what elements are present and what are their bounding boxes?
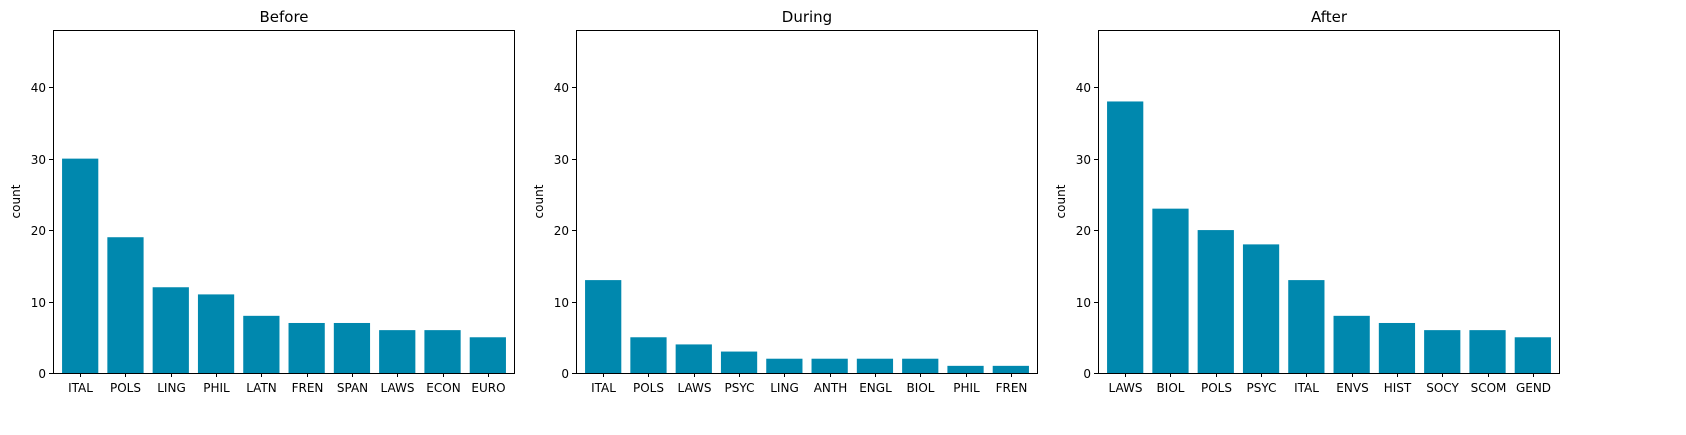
bar-laws — [1107, 101, 1144, 374]
bar-pols — [107, 237, 144, 373]
bar-anth — [811, 358, 848, 373]
x-tick-label: FREN — [996, 381, 1028, 395]
bar-envs — [1333, 315, 1370, 373]
x-tick-label: SPAN — [337, 381, 368, 395]
bar-span — [333, 322, 371, 373]
x-tick-label: SCOM — [1471, 381, 1507, 395]
y-tick-label: 40 — [1076, 81, 1091, 95]
bar-socy — [1424, 330, 1461, 374]
y-tick-label: 0 — [1083, 367, 1091, 381]
y-tick-label: 40 — [31, 81, 46, 95]
y-tick-label: 0 — [38, 367, 46, 381]
bar-gend — [1514, 337, 1551, 373]
y-axis-label: count — [9, 184, 23, 218]
bar-biol — [1152, 208, 1189, 373]
y-tick-label: 40 — [554, 81, 569, 95]
bar-hist — [1378, 322, 1416, 373]
x-tick-label: LAWS — [678, 381, 712, 395]
x-tick-label: POLS — [633, 381, 664, 395]
bar-latn — [243, 315, 280, 373]
bar-ling — [152, 287, 189, 373]
chart-panel-1: 0 10 20 30 40 ITAL POLS LING PHIL LATN FREN SPAN LAW… — [9, 8, 515, 395]
y-axis-label: count — [1054, 184, 1068, 218]
bar-psyc — [720, 351, 758, 373]
bar-laws — [675, 344, 712, 373]
chart-panel-3: 0 10 20 30 40 LAWS BIOL POLS PSYC ITAL ENVS HIST SOC… — [1054, 8, 1560, 395]
bar-pols — [1197, 230, 1234, 373]
y-tick-label: 10 — [1076, 296, 1091, 310]
x-tick-label: LAWS — [381, 381, 415, 395]
bar-laws — [379, 330, 416, 374]
axes-frame — [1098, 30, 1560, 374]
y-tick-label: 10 — [554, 296, 569, 310]
bar-biol — [902, 358, 939, 373]
bar-euro — [469, 337, 506, 373]
bar-ital — [585, 280, 622, 373]
x-tick-label: BIOL — [907, 381, 935, 395]
x-tick-label: ANTH — [814, 381, 848, 395]
x-tick-label: HIST — [1384, 381, 1412, 395]
bar-scom — [1469, 330, 1506, 374]
y-tick-label: 30 — [1076, 153, 1091, 167]
x-tick-label: ENGL — [859, 381, 892, 395]
y-tick-label: 30 — [31, 153, 46, 167]
y-axis-label: count — [532, 184, 546, 218]
y-tick-label: 20 — [1076, 224, 1091, 238]
bar-phil — [197, 294, 235, 373]
x-tick-label: ITAL — [1294, 381, 1319, 395]
bar-pols — [630, 337, 667, 373]
chart-title: After — [1311, 8, 1348, 26]
bar-econ — [424, 330, 461, 374]
x-tick-label: SOCY — [1426, 381, 1459, 395]
x-tick-label: PHIL — [203, 381, 230, 395]
x-tick-label: EURO — [471, 381, 505, 395]
y-tick-label: 10 — [31, 296, 46, 310]
x-tick-label: POLS — [110, 381, 141, 395]
y-tick-label: 0 — [561, 367, 569, 381]
x-tick-label: PSYC — [1247, 381, 1277, 395]
x-tick-label: PHIL — [953, 381, 980, 395]
x-tick-label: BIOL — [1157, 381, 1185, 395]
axes-frame — [576, 30, 1038, 374]
bar-phil — [947, 365, 984, 373]
bar-fren — [288, 322, 325, 373]
bar-ital — [1288, 280, 1325, 373]
x-tick-label: ITAL — [68, 381, 93, 395]
x-tick-label: ENVS — [1336, 381, 1368, 395]
chart-title: Before — [259, 8, 308, 26]
bar-ling — [766, 358, 803, 373]
y-tick-label: 20 — [554, 224, 569, 238]
y-tick-label: 20 — [31, 224, 46, 238]
x-tick-label: ECON — [426, 381, 460, 395]
chart-panel-2: 0 10 20 30 40 ITAL POLS LAWS PSYC LING ANTH ENGL BIO… — [532, 8, 1038, 395]
x-tick-label: LAWS — [1109, 381, 1143, 395]
x-tick-label: POLS — [1201, 381, 1232, 395]
axes-frame — [53, 30, 515, 374]
y-tick-label: 30 — [554, 153, 569, 167]
x-tick-label: LING — [770, 381, 799, 395]
x-tick-label: GEND — [1516, 381, 1551, 395]
x-tick-label: LING — [157, 381, 186, 395]
x-tick-label: PSYC — [725, 381, 755, 395]
bar-psyc — [1242, 244, 1280, 374]
x-tick-label: LATN — [246, 381, 277, 395]
bar-engl — [856, 358, 894, 373]
bar-fren — [992, 365, 1029, 373]
x-tick-label: ITAL — [591, 381, 616, 395]
chart-title: During — [782, 8, 832, 26]
bar-ital — [62, 158, 99, 374]
x-tick-label: FREN — [292, 381, 324, 395]
